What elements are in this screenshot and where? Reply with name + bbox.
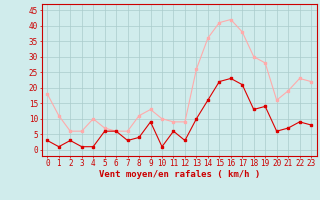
- X-axis label: Vent moyen/en rafales ( km/h ): Vent moyen/en rafales ( km/h ): [99, 170, 260, 179]
